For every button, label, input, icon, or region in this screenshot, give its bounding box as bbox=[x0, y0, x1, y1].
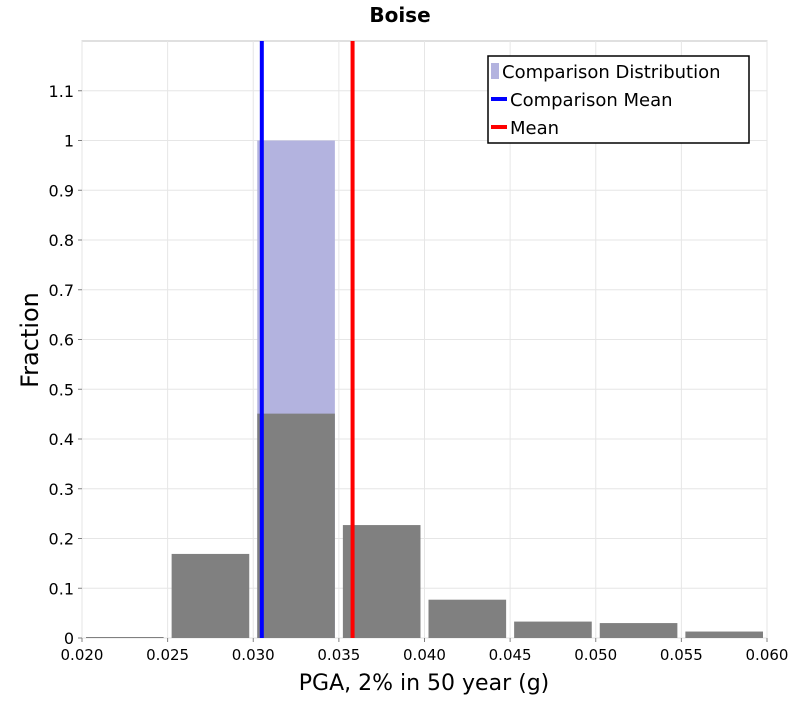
legend-box bbox=[487, 55, 750, 144]
x-tick-label: 0.020 bbox=[61, 646, 104, 664]
y-tick-label: 0.1 bbox=[49, 579, 74, 598]
legend-label-comparison-distribution: Comparison Distribution bbox=[502, 62, 721, 83]
legend-swatch-mean bbox=[491, 125, 507, 129]
x-tick-label: 0.030 bbox=[232, 646, 275, 664]
chart-title: Boise bbox=[369, 3, 430, 27]
legend-label-comparison-mean: Comparison Mean bbox=[510, 90, 673, 111]
histogram-bar bbox=[171, 553, 250, 638]
histogram-bar bbox=[86, 637, 164, 638]
y-tick-label: 0 bbox=[64, 629, 74, 648]
y-tick-label: 0.8 bbox=[49, 231, 74, 250]
axis-layer: 0.020 0.025 0.030 0.035 0.040 0.045 0.050 0.055… bbox=[49, 82, 789, 664]
legend: Comparison Distribution Comparison Mean … bbox=[487, 55, 750, 144]
legend-swatch-comparison-distribution bbox=[491, 63, 499, 79]
histogram-bar bbox=[599, 623, 678, 638]
y-axis-label: Fraction bbox=[16, 292, 44, 388]
histogram-bar bbox=[514, 621, 592, 638]
x-tick-label: 0.060 bbox=[746, 646, 789, 664]
legend-swatch-comparison-mean bbox=[491, 97, 507, 101]
mean-lines-layer bbox=[259, 41, 355, 638]
y-tick-label: 0.7 bbox=[49, 281, 74, 300]
x-tick-label: 0.050 bbox=[574, 646, 617, 664]
y-tick-label: 0.3 bbox=[49, 480, 74, 499]
legend-label-mean: Mean bbox=[510, 118, 559, 139]
y-tick-label: 0.5 bbox=[49, 380, 74, 399]
x-tick-label: 0.040 bbox=[403, 646, 446, 664]
x-tick-label: 0.025 bbox=[146, 646, 189, 664]
y-tick-label: 0.4 bbox=[49, 430, 74, 449]
histogram-bar bbox=[342, 525, 421, 638]
bars-layer bbox=[86, 140, 763, 638]
y-tick-label: 1.1 bbox=[49, 82, 74, 101]
x-tick-label: 0.055 bbox=[660, 646, 703, 664]
y-tick-label: 0.9 bbox=[49, 181, 74, 200]
y-tick-label: 0.6 bbox=[49, 331, 74, 350]
x-axis-label: PGA, 2% in 50 year (g) bbox=[299, 671, 550, 696]
histogram-bar bbox=[685, 631, 763, 638]
x-tick-label: 0.035 bbox=[317, 646, 360, 664]
histogram-bar bbox=[428, 599, 507, 638]
y-tick-label: 0.2 bbox=[49, 530, 74, 549]
y-tick-label: 1 bbox=[64, 132, 74, 151]
histogram-bar bbox=[257, 413, 335, 638]
x-tick-label: 0.045 bbox=[489, 646, 532, 664]
